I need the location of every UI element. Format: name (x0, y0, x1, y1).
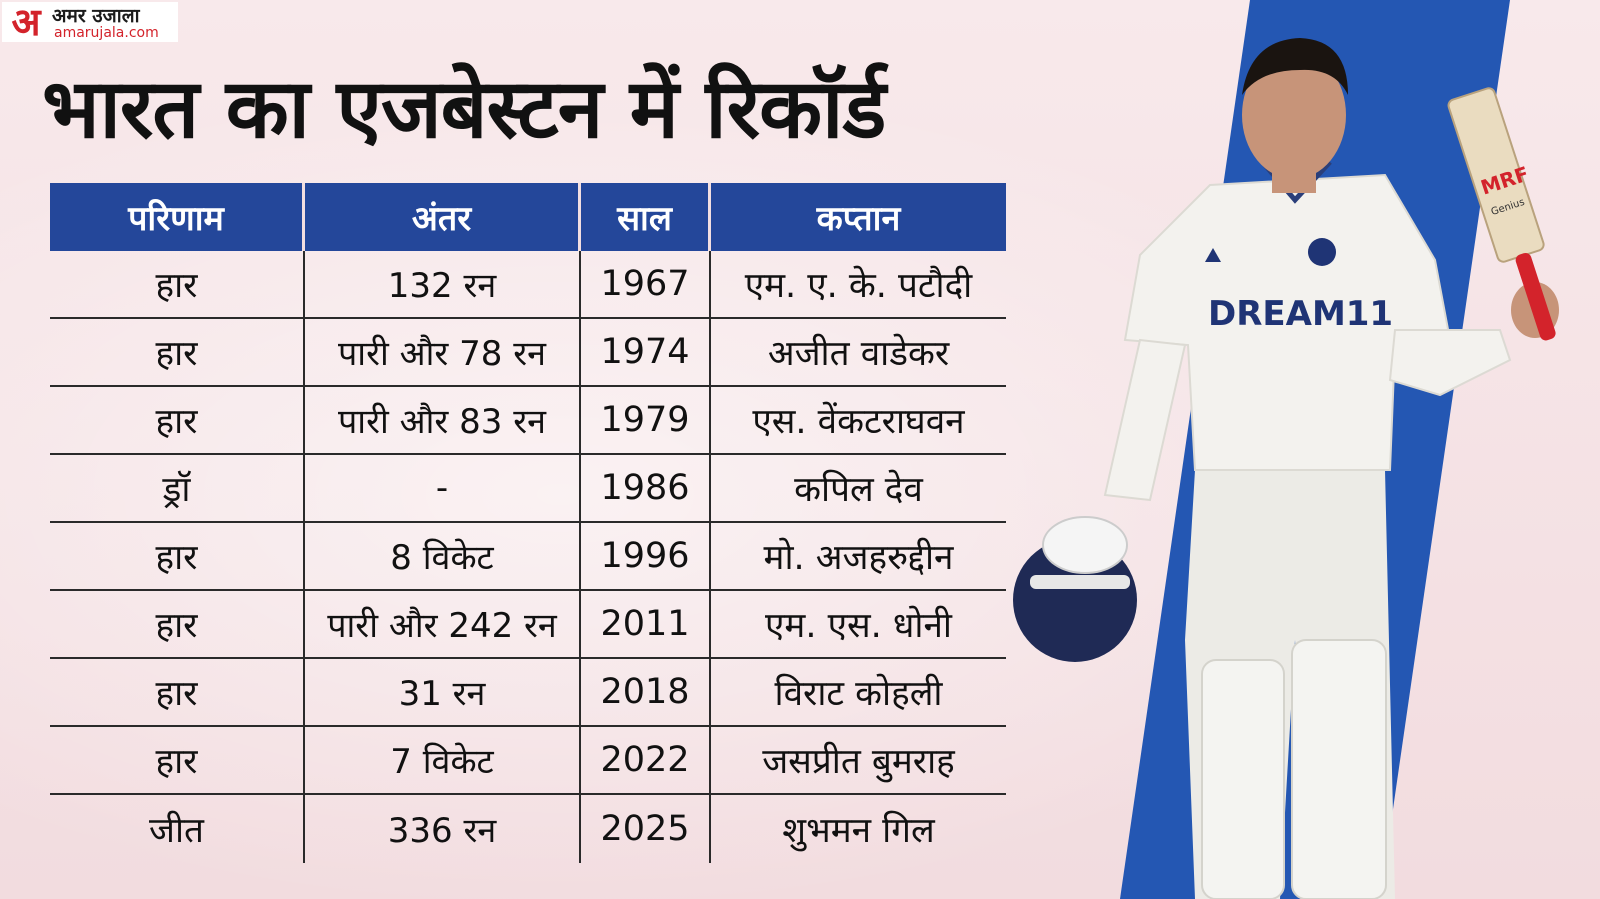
cell-result: हार (50, 523, 305, 589)
bcci-crest-icon (1308, 238, 1336, 266)
cell-result: हार (50, 251, 305, 317)
right-arm (1388, 329, 1512, 397)
table-row: हार पारी और 242 रन 2011 एम. एस. धोनी (50, 591, 1006, 659)
cell-result: हार (50, 659, 305, 725)
player-photo: DREAM11 MRF Genius (1013, 0, 1559, 899)
page-title: भारत का एजबेस्टन में रिकॉर्ड (42, 62, 886, 157)
cell-year: 1974 (581, 319, 711, 385)
cell-margin: 31 रन (305, 659, 581, 725)
bat-handle (1515, 253, 1556, 341)
cricket-bat: MRF Genius (1447, 87, 1556, 341)
cell-margin: पारी और 78 रन (305, 319, 581, 385)
cell-result: हार (50, 387, 305, 453)
cell-year: 2022 (581, 727, 711, 793)
cell-result: ड्रॉ (50, 455, 305, 521)
cell-margin: 8 विकेट (305, 523, 581, 589)
record-table: परिणाम अंतर साल कप्तान हार 132 रन 1967 ए… (50, 183, 1006, 863)
cell-margin: 336 रन (305, 795, 581, 863)
cell-captain: एस. वेंकटराघवन (752, 401, 965, 442)
table-row: जीत 336 रन 2025 शुभमन गिल (50, 795, 1006, 863)
jersey-sponsor: DREAM11 (1208, 294, 1393, 334)
batting-gloves-icon (1042, 516, 1128, 574)
player-neck (1272, 165, 1316, 193)
logo-mark: अ (11, 0, 41, 44)
header-result: परिणाम (50, 183, 305, 251)
table-row: हार पारी और 83 रन 1979 एस. वेंकटराघवन (50, 387, 1006, 455)
left-pad (1201, 659, 1285, 899)
cell-year: 1979 (581, 387, 711, 453)
player-head (1242, 51, 1346, 179)
cell-year: 2025 (581, 795, 711, 863)
cell-result: हार (50, 319, 305, 385)
player-jersey (1123, 173, 1452, 471)
table-row: ड्रॉ - 1986 कपिल देव (50, 455, 1006, 523)
cell-captain: जसप्रीत बुमराह (762, 741, 955, 782)
adidas-logo-icon (1205, 248, 1221, 262)
cell-result: हार (50, 727, 305, 793)
cell-year: 1996 (581, 523, 711, 589)
table-row: हार 7 विकेट 2022 जसप्रीत बुमराह (50, 727, 1006, 795)
cell-year: 2011 (581, 591, 711, 657)
cell-margin: 7 विकेट (305, 727, 581, 793)
cell-result: हार (50, 591, 305, 657)
cell-margin: - (305, 455, 581, 521)
cell-captain: एम. ए. के. पटौदी (744, 265, 973, 306)
player-hair (1242, 38, 1348, 95)
table-row: हार 132 रन 1967 एम. ए. के. पटौदी (50, 251, 1006, 319)
header-year: साल (581, 183, 711, 251)
cell-margin: पारी और 83 रन (305, 387, 581, 453)
table-row: हार 8 विकेट 1996 मो. अजहरुद्दीन (50, 523, 1006, 591)
cell-year: 1967 (581, 251, 711, 317)
cell-year: 2018 (581, 659, 711, 725)
cell-captain: एम. एस. धोनी (765, 605, 952, 646)
cell-year: 1986 (581, 455, 711, 521)
cell-captain: अजीत वाडेकर (767, 333, 950, 374)
left-arm (1103, 338, 1187, 502)
table-row: हार पारी और 78 रन 1974 अजीत वाडेकर (50, 319, 1006, 387)
helmet-grille (1030, 575, 1130, 589)
cell-margin: 132 रन (305, 251, 581, 317)
logo-domain: amarujala.com (54, 25, 159, 41)
logo-name: अमर उजाला (52, 5, 140, 27)
cell-captain: मो. अजहरुद्दीन (763, 537, 954, 578)
cell-margin: पारी और 242 रन (305, 591, 581, 657)
cell-result: जीत (50, 795, 305, 863)
table-row: हार 31 रन 2018 विराट कोहली (50, 659, 1006, 727)
cell-captain: कपिल देव (794, 469, 923, 510)
table-header: परिणाम अंतर साल कप्तान (50, 183, 1006, 251)
header-captain: कप्तान (711, 183, 1006, 251)
amarujala-logo[interactable]: अ अमर उजाला amarujala.com (2, 2, 178, 42)
cell-captain: विराट कोहली (774, 673, 943, 714)
cell-captain: शुभमन गिल (782, 810, 935, 851)
header-margin: अंतर (305, 183, 581, 251)
right-pad (1291, 639, 1387, 899)
